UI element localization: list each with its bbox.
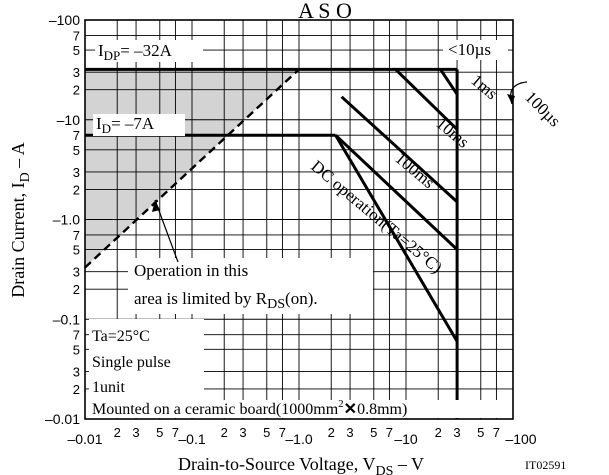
y-minor-tick-label: 2 <box>73 83 80 98</box>
y-minor-tick-label: 2 <box>73 382 80 397</box>
note-ta: Ta=25°C <box>92 328 150 345</box>
x-minor-tick-label: 2 <box>221 425 228 440</box>
series-line-dc-operation-ta-25-c <box>334 134 459 343</box>
x-minor-tick-label: 5 <box>370 425 377 440</box>
x-minor-tick-label: 3 <box>132 425 139 440</box>
rds-limit-line <box>84 68 300 269</box>
chart-title: A S O <box>298 0 352 23</box>
y-minor-tick-label: 2 <box>73 282 80 297</box>
x-minor-tick-label: 2 <box>435 425 442 440</box>
notes-box <box>89 319 204 401</box>
y-minor-tick-label: 5 <box>73 243 80 258</box>
note-single-pulse: Single pulse <box>92 354 171 371</box>
id-label-box <box>93 114 185 136</box>
figure-id: IT02591 <box>525 458 566 472</box>
y-major-tick-label: –1.0 <box>53 212 80 228</box>
y-minor-tick-label: 7 <box>73 328 80 343</box>
y-minor-tick-label: 3 <box>73 265 80 280</box>
rds-annotation-line2: area is limited by RDS(on). <box>134 289 318 312</box>
x-minor-tick-label: 2 <box>328 425 335 440</box>
x-minor-tick-label: 3 <box>346 425 353 440</box>
y-minor-tick-label: 2 <box>73 182 80 197</box>
x-minor-tick-label: 5 <box>477 425 484 440</box>
x-axis-label: Drain-to-Source Voltage, VDS – V <box>178 454 424 475</box>
y-major-tick-label: –10 <box>57 112 81 128</box>
x-minor-tick-label: 5 <box>156 425 163 440</box>
x-major-tick-label: –0.01 <box>67 431 102 447</box>
rds-annotation-box <box>128 258 373 314</box>
p100ms-label: 100ms <box>391 149 438 193</box>
x-minor-tick-label: 7 <box>493 425 500 440</box>
y-minor-tick-label: 5 <box>73 143 80 158</box>
x-major-tick-label: –0.1 <box>178 431 205 447</box>
x-major-tick-label: –10 <box>394 431 418 447</box>
note-board: Mounted on a ceramic board(1000mm2✕0.8mm… <box>92 398 407 418</box>
x-minor-tick-label: 3 <box>239 425 246 440</box>
x-major-tick-label: –1.0 <box>285 431 312 447</box>
x-minor-tick-label: 7 <box>279 425 286 440</box>
series-line-1ms <box>394 68 459 131</box>
x-minor-tick-label: 7 <box>386 425 393 440</box>
x-minor-tick-label: 5 <box>263 425 270 440</box>
curve-layer <box>84 67 459 419</box>
x-minor-tick-label: 2 <box>114 425 121 440</box>
y-minor-tick-label: 5 <box>73 43 80 58</box>
series-line-100-s <box>439 68 459 96</box>
series-line-10ms <box>340 95 459 204</box>
rds-arrow <box>154 199 179 263</box>
y-major-tick-label: –100 <box>49 12 80 28</box>
id-label: ID= –7A <box>96 114 155 136</box>
p10us-label-box <box>443 40 508 60</box>
y-minor-tick-label: 5 <box>73 342 80 357</box>
y-minor-tick-label: 7 <box>73 228 80 243</box>
rds-arrow-head <box>152 200 160 212</box>
x-minor-tick-label: 3 <box>453 425 460 440</box>
rds-annotation-line1: Operation in this <box>134 261 248 280</box>
series-line-100ms <box>334 134 459 251</box>
y-major-tick-label: –0.1 <box>53 311 80 327</box>
y-minor-tick-label: 7 <box>73 128 80 143</box>
arrow-100us-head <box>507 94 515 104</box>
y-minor-tick-label: 3 <box>73 65 80 80</box>
y-minor-tick-label: 3 <box>73 364 80 379</box>
idp-label: IDP= –32A <box>98 41 173 63</box>
plot-frame <box>84 19 514 420</box>
y-minor-tick-label: 7 <box>73 28 80 43</box>
y-axis-label: Drain Current, ID – A <box>8 142 33 298</box>
idp-label-box <box>95 40 203 62</box>
p100us-label: 100µs <box>521 87 564 130</box>
note-unit: 1unit <box>92 379 125 396</box>
y-major-tick-label: –0.01 <box>45 411 80 427</box>
p10us-label: <10µs <box>448 40 491 59</box>
y-minor-tick-label: 3 <box>73 165 80 180</box>
note-board-box <box>89 400 508 418</box>
x-minor-tick-label: 7 <box>172 425 179 440</box>
x-major-tick-label: –100 <box>505 431 536 447</box>
